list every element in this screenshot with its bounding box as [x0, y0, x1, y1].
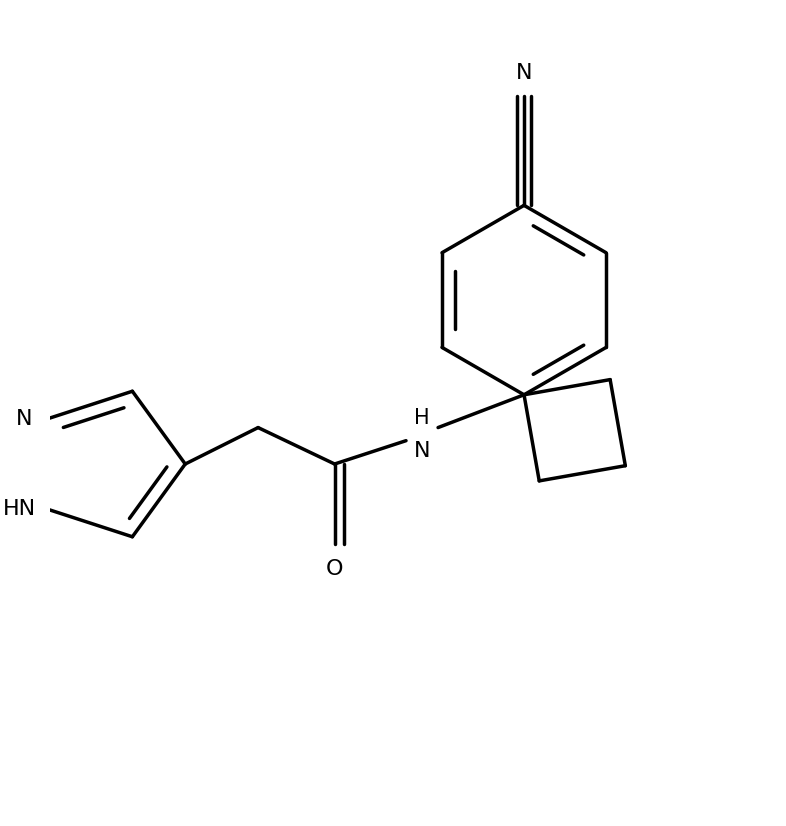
- Text: HN: HN: [3, 499, 36, 519]
- Text: O: O: [326, 558, 343, 579]
- Text: N: N: [413, 441, 430, 461]
- Text: H: H: [414, 407, 430, 428]
- Text: N: N: [516, 63, 532, 83]
- Text: N: N: [16, 409, 32, 429]
